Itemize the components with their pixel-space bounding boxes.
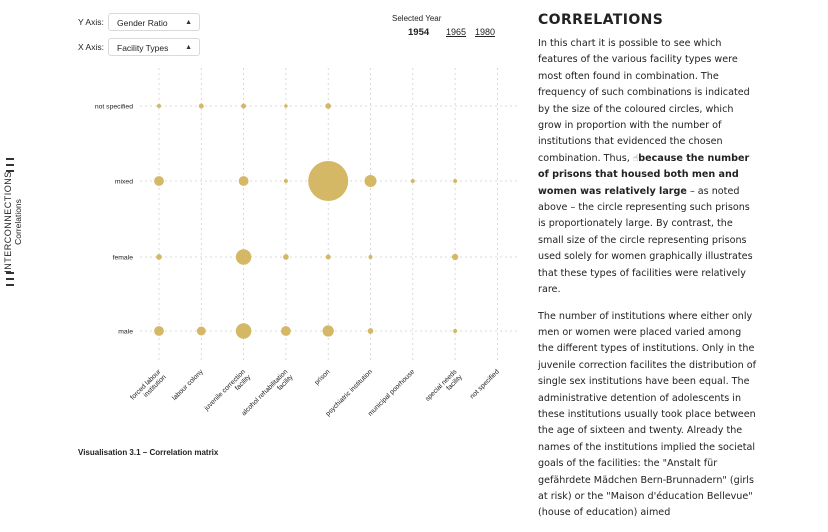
bubble[interactable] (308, 161, 349, 201)
panel-paragraph-2: The number of institutions where either … (538, 310, 756, 519)
bubble[interactable] (368, 255, 373, 259)
bubble[interactable] (325, 103, 332, 109)
x-tick-label-line: municipal poorhouse (367, 368, 416, 417)
x-tick-label-line: not specified (469, 368, 501, 400)
bubble[interactable] (238, 176, 249, 186)
bubble[interactable] (367, 328, 374, 334)
bubble[interactable] (453, 179, 458, 183)
y-axis-value: Gender Ratio (117, 18, 168, 28)
x-tick-label: psychiatric institution (325, 368, 374, 417)
panel-heading: CORRELATIONS (538, 12, 664, 28)
x-tick-label-line: labour colony (171, 368, 205, 402)
pointer-hand-icon[interactable]: ☝ (632, 153, 639, 164)
p1-text-b: – as noted above – the circle representi… (538, 185, 753, 296)
p1-bold-text[interactable]: because the number of prisons that house… (538, 152, 750, 197)
y-tick-label: not specified (95, 104, 133, 111)
y-tick-label: female (113, 255, 134, 262)
bubble[interactable] (364, 175, 377, 187)
y-axis-select[interactable]: Gender Ratio ▲︎ (108, 13, 200, 31)
bubble[interactable] (283, 179, 288, 183)
bubble[interactable] (410, 179, 415, 183)
year-1965[interactable]: 1965 (446, 27, 467, 37)
bubble[interactable] (241, 103, 247, 109)
bubble[interactable] (198, 103, 204, 109)
bubble[interactable] (154, 176, 164, 186)
x-tick-label-line: juvenile correction (203, 368, 248, 413)
bubble[interactable] (283, 254, 289, 260)
bubble[interactable] (284, 104, 288, 108)
year-1980[interactable]: 1980 (475, 27, 496, 37)
panel-paragraph-1: In this chart it is possible to see whic… (538, 36, 756, 299)
x-tick-label: not specified (469, 368, 501, 400)
bubble[interactable] (322, 325, 334, 337)
bubble[interactable] (453, 329, 458, 333)
bubble[interactable] (156, 254, 162, 260)
select-caret-icon: ▲︎ (185, 19, 192, 26)
y-tick-label: male (118, 329, 133, 336)
y-tick-labels: not specified mixed female male (95, 104, 133, 336)
bubble[interactable] (196, 326, 206, 336)
side-nav[interactable]: INTERCONNECTIONS Correlations (0, 150, 26, 290)
select-caret-icon: ▲︎ (185, 44, 192, 51)
bubble[interactable] (154, 326, 164, 336)
y-axis-label: Y Axis: (78, 17, 104, 27)
x-axis-label: X Axis: (78, 42, 104, 52)
x-tick-label: labour colony (171, 368, 205, 402)
year-selector-title: Selected Year (392, 14, 442, 23)
nav-bars-bottom-icon (6, 272, 16, 290)
bubble[interactable] (157, 104, 161, 108)
x-axis-select[interactable]: Facility Types ▲︎ (108, 38, 200, 56)
year-1954[interactable]: 1954 (408, 27, 430, 38)
x-tick-label-line: prison (314, 368, 332, 386)
p1-text-a: In this chart it is possible to see whic… (538, 38, 750, 164)
text-panel: CORRELATIONS In this chart it is possibl… (538, 12, 756, 532)
correlation-matrix-chart: not specified mixed female male forced labo… (95, 68, 520, 418)
bubble[interactable] (235, 323, 252, 339)
chart-grid (140, 68, 520, 362)
x-tick-label-line: psychiatric institution (325, 368, 374, 417)
bubble[interactable] (281, 326, 291, 336)
figure-caption: Visualisation 3.1 – Correlation matrix (78, 448, 219, 457)
x-axis-value: Facility Types (117, 43, 169, 53)
bubble[interactable] (325, 254, 331, 260)
bubbles (154, 103, 459, 339)
y-tick-label: mixed (115, 179, 133, 186)
nav-bars-top-icon (6, 158, 16, 176)
bubble[interactable] (235, 249, 252, 265)
x-tick-label: prison (314, 368, 332, 386)
x-tick-label: municipal poorhouse (367, 368, 416, 417)
bubble[interactable] (451, 253, 459, 261)
